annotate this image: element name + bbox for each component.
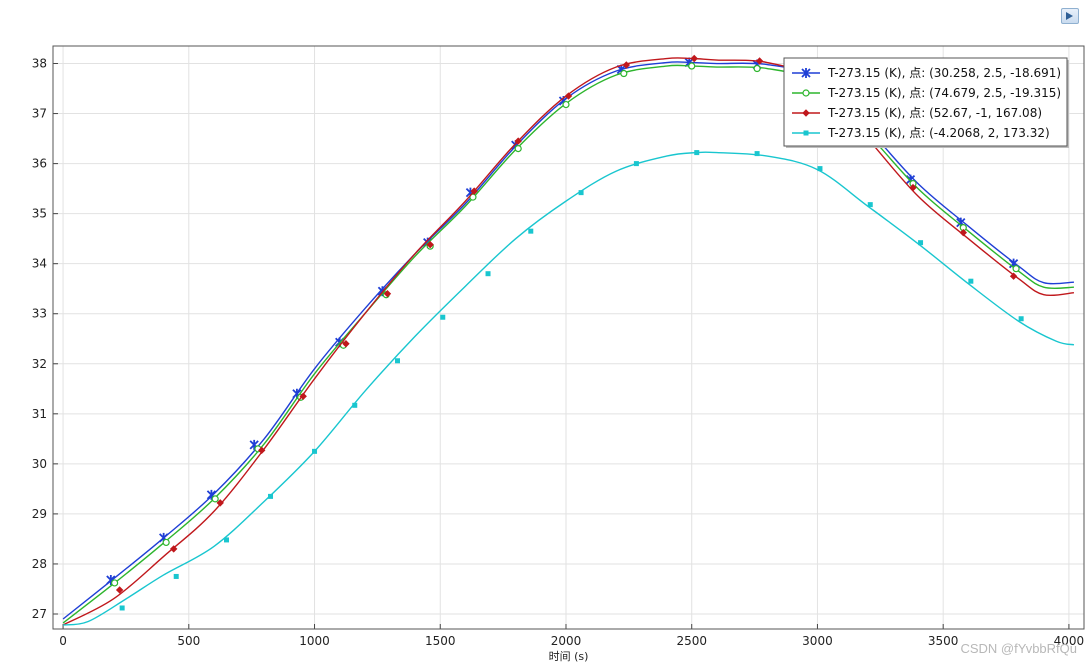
data-point-marker — [959, 228, 968, 237]
y-tick-label: 28 — [32, 557, 47, 571]
data-point-marker — [562, 100, 570, 109]
y-tick-label: 30 — [32, 457, 47, 471]
data-point-marker — [383, 290, 392, 298]
legend-label: T-273.15 (K), 点: (30.258, 2.5, -18.691) — [827, 66, 1061, 80]
data-point-marker — [802, 89, 810, 97]
x-axis-label: 时间 (s) — [549, 650, 589, 663]
legend-label: T-273.15 (K), 点: (-4.2068, 2, 173.32) — [827, 126, 1050, 140]
legend: T-273.15 (K), 点: (30.258, 2.5, -18.691) T… — [783, 57, 1069, 148]
data-point-marker — [312, 448, 318, 454]
x-tick-label: 1000 — [299, 634, 330, 648]
data-point-marker — [216, 499, 224, 507]
y-tick-label: 37 — [32, 107, 47, 121]
series-line — [62, 57, 1075, 626]
data-point-marker — [753, 64, 761, 73]
x-tick-label: 2000 — [551, 634, 582, 648]
legend-label: T-273.15 (K), 点: (52.67, -1, 167.08) — [827, 106, 1042, 120]
data-point-marker — [469, 193, 477, 201]
legend-label: T-273.15 (K), 点: (74.679, 2.5, -19.315) — [827, 86, 1061, 100]
legend-item: T-273.15 (K), 点: (30.258, 2.5, -18.691) — [792, 66, 1061, 80]
series-4 — [62, 150, 1075, 626]
data-point-marker — [395, 358, 401, 364]
data-point-marker — [268, 493, 274, 499]
y-tick-label: 33 — [32, 307, 47, 321]
data-point-marker — [470, 187, 478, 195]
data-point-marker — [817, 166, 823, 172]
data-point-marker — [111, 579, 119, 587]
data-point-marker — [867, 202, 873, 208]
data-point-marker — [690, 54, 698, 63]
y-tick-label: 34 — [32, 257, 47, 271]
data-point-marker — [802, 109, 810, 117]
legend-item: T-273.15 (K), 点: (-4.2068, 2, 173.32) — [792, 126, 1050, 140]
x-tick-label: 3500 — [928, 634, 959, 648]
data-point-marker — [1009, 272, 1018, 280]
legend-item: T-273.15 (K), 点: (74.679, 2.5, -19.315) — [792, 86, 1061, 100]
y-tick-label: 29 — [32, 507, 47, 521]
data-point-marker — [485, 271, 491, 277]
data-point-marker — [909, 183, 917, 192]
legend-item: T-273.15 (K), 点: (52.67, -1, 167.08) — [792, 106, 1042, 120]
data-point-marker — [115, 586, 124, 594]
data-point-marker — [514, 144, 522, 153]
data-point-marker — [1018, 316, 1024, 322]
watermark: CSDN @fYvbbRfQu — [960, 641, 1077, 656]
data-point-marker — [801, 68, 811, 78]
data-point-marker — [162, 538, 170, 547]
data-point-marker — [426, 240, 434, 249]
y-tick-label: 38 — [32, 57, 47, 71]
data-point-marker — [622, 61, 631, 69]
data-point-marker — [440, 314, 446, 320]
data-point-marker — [754, 151, 760, 157]
plot-frame — [52, 45, 1085, 630]
y-tick-label: 35 — [32, 207, 47, 221]
y-tick-label: 31 — [32, 407, 47, 421]
data-point-marker — [258, 446, 266, 455]
data-point-marker — [514, 137, 522, 145]
data-point-marker — [211, 495, 219, 503]
data-point-marker — [755, 57, 764, 65]
series-line — [62, 64, 1074, 624]
y-tick-label: 36 — [32, 157, 47, 171]
data-point-marker — [169, 545, 178, 553]
data-point-marker — [224, 537, 230, 543]
data-point-marker — [578, 190, 584, 196]
data-point-marker — [173, 573, 179, 579]
data-point-marker — [918, 240, 924, 246]
series-line — [62, 151, 1075, 626]
x-tick-label: 3000 — [802, 634, 833, 648]
data-point-marker — [968, 278, 974, 284]
y-tick-label: 27 — [32, 607, 47, 621]
x-tick-label: 2500 — [676, 634, 707, 648]
data-point-marker — [119, 605, 125, 611]
data-point-marker — [633, 161, 639, 167]
series-line — [62, 61, 1074, 620]
x-tick-label: 500 — [177, 634, 200, 648]
x-tick-label: 1500 — [425, 634, 456, 648]
data-point-marker — [299, 392, 307, 401]
legend-box — [783, 57, 1068, 147]
data-point-marker — [1012, 265, 1020, 273]
data-point-marker — [342, 340, 350, 348]
data-point-marker — [688, 62, 696, 70]
data-point-marker — [352, 402, 358, 408]
data-point-marker — [694, 150, 700, 156]
data-point-marker — [620, 69, 628, 78]
x-tick-label: 4000 — [1054, 634, 1085, 648]
x-tick-label: 0 — [59, 634, 67, 648]
data-point-marker — [564, 92, 573, 100]
data-point-marker — [528, 228, 534, 234]
plot-window-icon[interactable] — [1061, 8, 1079, 24]
series-3 — [62, 54, 1075, 626]
data-point-marker — [803, 130, 809, 136]
y-tick-label: 32 — [32, 357, 47, 371]
